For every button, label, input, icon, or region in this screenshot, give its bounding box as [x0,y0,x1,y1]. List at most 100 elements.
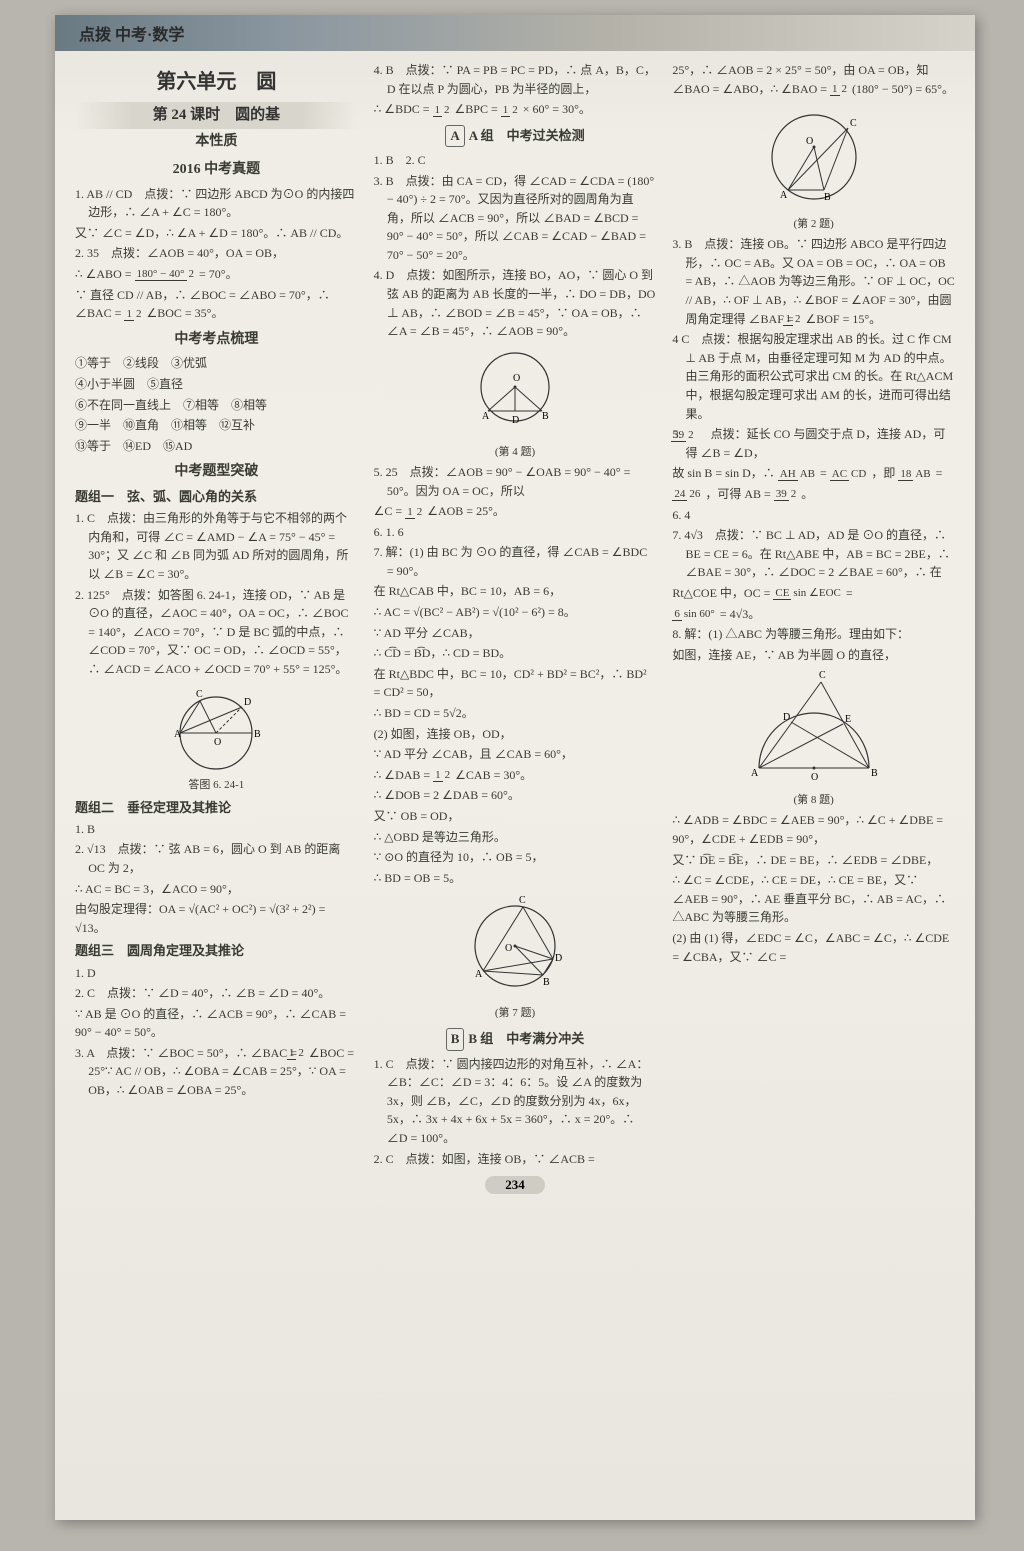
c3-8d: 又∵ D͡E = B͡E，∴ DE = BE，∴ ∠EDB = ∠DBE， [672,851,955,870]
column-2: 4. B 点拨：∵ PA = PB = PC = PD，∴ 点 A，B，C，D … [374,61,657,1170]
a7i: ∵ AD 平分 ∠CAB，且 ∠CAB = 60°， [374,745,657,764]
c3-5: 5. 392 点拨：延长 CO 与圆交于点 D，连接 AD，可得 ∠B = ∠D… [672,425,955,462]
frac-ce-sin: CEsin ∠EOC [773,588,843,600]
group-a-head: AA 组 中考过关检测 [374,125,657,147]
frac-ac-cd: ACCD [830,469,869,481]
c3-5c: 故 sin B = sin D，∴ AHAB = ACCD ，即 18AB = [672,464,955,483]
svg-text:C: C [196,689,203,700]
c2-q4b: ∴ ∠BDC = 12 ∠BPC = 12 × 60° = 30°。 [374,100,657,119]
t2-2c: 由勾股定理得：OA = √(AC² + OC²) = √(3² + 2²) = … [75,900,358,937]
page: 点拨 中考·数学 第六单元 圆 第 24 课时 圆的基 本性质 2016 中考真… [55,15,975,1520]
a5b: ∠C = 12 ∠AOB = 25°。 [374,502,657,521]
figure-q2: A B C O [672,102,955,212]
frac-half-7: 12 [830,84,849,96]
a7j: ∴ ∠DAB = 12 ∠CAB = 30°。 [374,766,657,785]
t2-2b: ∴ AC = BC = 3，∠ACO = 90°， [75,880,358,899]
section-kaodian: 中考考点梳理 [75,329,358,351]
section-zhenti: 2016 中考真题 [75,159,358,181]
svg-text:A: A [174,729,182,740]
svg-text:C: C [819,670,826,681]
a6: 6. 1. 6 [374,523,657,542]
group-b-head: BB 组 中考满分冲关 [374,1028,657,1050]
svg-text:A: A [751,768,759,779]
kaodian-1: ①等于 ②线段 ③优弧 [75,354,358,373]
frac-half-8: 12 [797,314,803,326]
figcap-q8: (第 8 题) [672,792,955,809]
figcap-q2: (第 2 题) [672,216,955,233]
a7m: 又∵ OB = OD， [374,807,657,826]
c3-8c: ∴ ∠ADB = ∠BDC = ∠AEB = 90°，∴ ∠C + ∠DBE =… [672,811,955,848]
frac-half-5: 12 [405,507,424,519]
svg-text:B: B [824,192,831,203]
figcap-q7: (第 7 题) [374,1005,657,1022]
c3-5g: 2426 ，可得 AB = 392 。 [672,485,955,504]
frac-24-26: 2426 [672,489,702,501]
frac-half-3: 12 [433,105,452,117]
columns: 第六单元 圆 第 24 课时 圆的基 本性质 2016 中考真题 1. AB /… [75,61,955,1170]
figure-6-24-1: A B C D O [75,683,358,773]
tizu1-head: 题组一 弦、弧、圆心角的关系 [75,487,358,507]
a7: 7. 解：(1) 由 BC 为 ⊙O 的直径，得 ∠CAB = ∠BDC = 9… [374,543,657,580]
frac-18-ab: 18AB [898,469,932,481]
svg-text:C: C [850,118,857,129]
tizu2-head: 题组二 垂径定理及其推论 [75,798,358,818]
frac-half-6: 12 [433,770,452,782]
c3-8e: ∴ ∠C = ∠CDE，∴ CE = DE，∴ CE = BE，又∵ ∠AEB … [672,871,955,927]
c3-8f: (2) 由 (1) 得，∠EDC = ∠C，∠ABC = ∠C，∴ ∠CDE =… [672,929,955,966]
a7c: ∴ AC = √(BC² − AB²) = √(10² − 6²) = 8。 [374,603,657,622]
column-1: 第六单元 圆 第 24 课时 圆的基 本性质 2016 中考真题 1. AB /… [75,61,358,1170]
t3-1: 1. D [75,964,358,983]
column-3: 25°，∴ ∠AOB = 2 × 25° = 50°，由 OA = OB，知 ∠… [672,61,955,1170]
svg-text:A: A [780,190,788,201]
unit-title: 第六单元 圆 [75,67,358,98]
zhenti-q2b: ∴ ∠ABO = 180° − 40°2 = 70°。 [75,265,358,284]
frac-39-2-a: 392 [684,430,695,442]
t3-2b: ∵ AB 是 ⊙O 的直径，∴ ∠ACB = 90°，∴ ∠CAB = 90° … [75,1005,358,1042]
svg-text:O: O [806,136,813,147]
lesson-title-2: 本性质 [75,131,358,153]
a7b: 在 Rt△CAB 中，BC = 10，AB = 6， [374,582,657,601]
figcap-q4: (第 4 题) [374,444,657,461]
svg-text:O: O [811,772,818,783]
svg-text:B: B [543,977,550,988]
circle-diagram-q2: A B C O [754,102,874,212]
frac-6-sin60: 6sin 60° [672,609,717,621]
svg-text:C: C [519,895,526,906]
svg-text:B: B [254,729,261,740]
c3-4: 4 C 点拨：根据勾股定理求出 AB 的长。过 C 作 CM ⊥ AB 于点 M… [672,330,955,423]
tizu3-head: 题组三 圆周角定理及其推论 [75,941,358,961]
c3-8: 8. 解：(1) △ABC 为等腰三角形。理由如下： [672,625,955,644]
circle-diagram-1: A B C D O [156,683,276,773]
b2: 2. C 点拨：如图，连接 OB，∵ ∠ACB = [374,1150,657,1169]
circle-diagram-q4: O A D B [460,345,570,440]
a7e: ∴ C͡D = B͡D，∴ CD = BD。 [374,644,657,663]
kaodian-3: ⑥不在同一直线上 ⑦相等 ⑧相等 [75,396,358,415]
a7h: (2) 如图，连接 OB，OD， [374,725,657,744]
c3-3: 3. B 点拨：连接 OB。∵ 四边形 ABCO 是平行四边形，∴ OC = A… [672,235,955,328]
svg-text:D: D [512,415,519,426]
frac-ah-ab: AHAB [778,469,817,481]
t2-2: 2. √13 点拨：∵ 弦 AB = 6，圆心 O 到 AB 的距离 OC 为 … [75,840,358,877]
svg-text:O: O [505,943,512,954]
figure-q7: A C D B O [374,891,657,1001]
frac-half-2: 12 [300,1048,306,1060]
c3-6: 6. 4 [672,506,955,525]
header-banner: 点拨 中考·数学 [55,15,975,51]
triangle-semicircle-q8: A B C D E O [739,668,889,788]
c3-7b: Rt△COE 中，OC = CEsin ∠EOC = [672,584,955,603]
group-b-label: B [446,1028,465,1050]
page-number: 234 [485,1176,545,1194]
frac-half-1: 12 [124,309,143,321]
a7g: ∴ BD = CD = 5√2。 [374,704,657,723]
a7l: ∴ ∠DOB = 2 ∠DAB = 60°。 [374,786,657,805]
a7f: 在 Rt△BDC 中，BC = 10，CD² + BD² = BC²，∴ BD²… [374,665,657,702]
lesson-title: 第 24 课时 圆的基 [75,102,358,129]
svg-text:O: O [513,373,520,384]
a7d: ∵ AD 平分 ∠CAB， [374,624,657,643]
svg-text:O: O [214,737,221,748]
c3-7: 7. 4√3 点拨：∵ BC ⊥ AD，AD 是 ⊙O 的直径，∴ BE = C… [672,526,955,582]
group-a-label: A [445,125,464,147]
header-text: 点拨 中考·数学 [79,21,184,45]
a7n: ∴ △OBD 是等边三角形。 [374,828,657,847]
a1: 1. B 2. C [374,151,657,170]
